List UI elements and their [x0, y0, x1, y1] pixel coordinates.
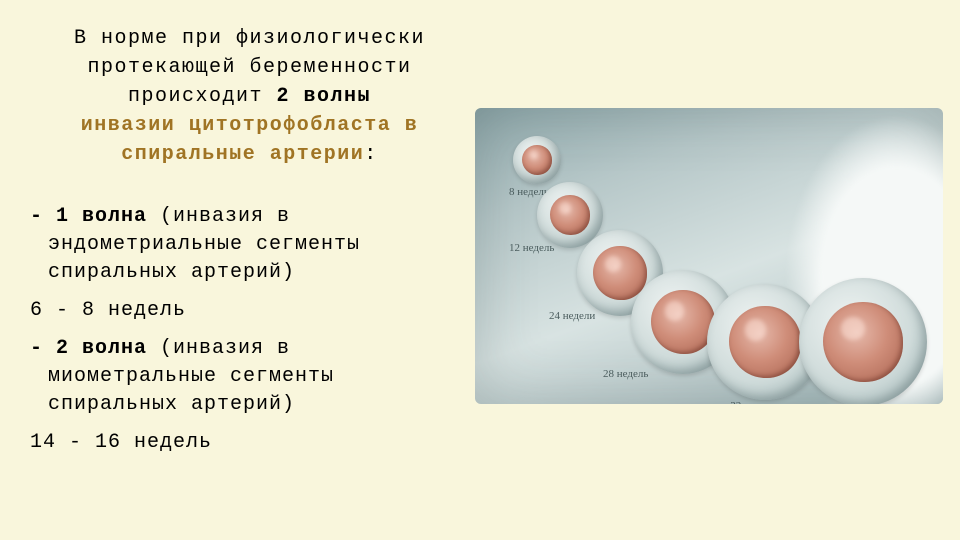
- wave2-time: 14 - 16 недель: [30, 429, 469, 457]
- wave1-time: 6 - 8 недель: [30, 297, 469, 325]
- wave2-para: - 2 волна (инвазия в миометральные сегме…: [30, 335, 469, 419]
- fetus-label-4: 28 недель: [603, 368, 648, 380]
- heading-line4: инвазии цитотрофобласта в: [81, 114, 419, 137]
- fetal-development-image: 8 недель12 недель24 недели28 недель32 не…: [475, 108, 943, 404]
- heading-line2: протекающей беременности: [87, 56, 411, 79]
- embryo-1: [522, 145, 552, 175]
- heading-line3-pre: происходит: [128, 85, 277, 108]
- fetus-label-3: 24 недели: [549, 310, 595, 322]
- slide-heading: В норме при физиологически протекающей б…: [30, 24, 469, 169]
- slide: В норме при физиологически протекающей б…: [0, 0, 960, 540]
- fetus-label-2: 12 недель: [509, 242, 554, 254]
- text-column: В норме при физиологически протекающей б…: [0, 0, 475, 540]
- heading-line3-bold: 2 волны: [277, 85, 372, 108]
- embryo-5: [729, 306, 801, 378]
- heading-line5-tail: :: [364, 143, 378, 166]
- embryo-4: [651, 290, 715, 354]
- fetus-bubble-1: [513, 136, 561, 184]
- fetus-bubble-6: [799, 278, 927, 404]
- heading-line1: В норме при физиологически: [74, 27, 425, 50]
- body-text: - 1 волна (инвазия в эндометриальные сег…: [30, 203, 469, 457]
- heading-line5: спиральные артерии: [121, 143, 364, 166]
- fetus-label-5: 32 недели: [730, 400, 776, 404]
- embryo-6: [823, 302, 902, 381]
- illustration-column: 8 недель12 недель24 недели28 недель32 не…: [475, 0, 960, 540]
- wave1-label: - 1 волна: [30, 205, 160, 228]
- wave2-label: - 2 волна: [30, 337, 160, 360]
- embryo-3: [593, 246, 646, 299]
- wave1-para: - 1 волна (инвазия в эндометриальные сег…: [30, 203, 469, 287]
- embryo-2: [550, 195, 591, 236]
